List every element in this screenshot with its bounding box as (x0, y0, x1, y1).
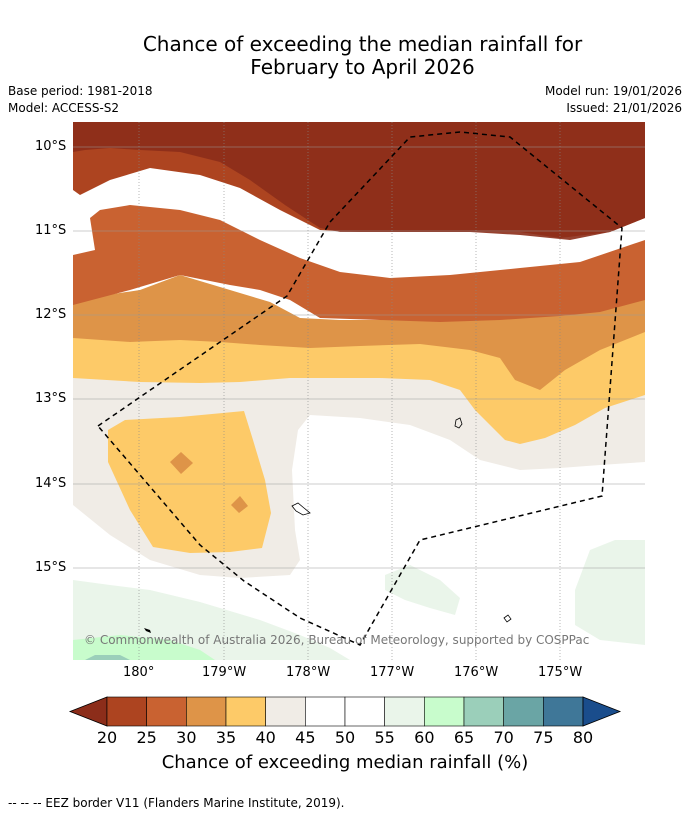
model-run: Model run: 19/01/2026 (544, 84, 682, 98)
eez-legend-note: -- -- -- EEZ border V11 (Flanders Marine… (8, 796, 345, 810)
island (503, 614, 512, 623)
colorbar-tick-label: 70 (493, 728, 514, 747)
colorbar-tick-label: 50 (334, 728, 356, 747)
island (454, 417, 463, 429)
colorbar-tick-label: 30 (176, 728, 197, 747)
lat-label: 12°S (35, 307, 67, 322)
colorbar-segment (305, 696, 346, 727)
region-35-40-blob (108, 411, 271, 553)
colorbar-tick-label: 75 (533, 728, 554, 747)
colorbar-tick-label: 20 (96, 728, 118, 747)
rainfall-map (73, 122, 645, 660)
region-60-65 (73, 635, 215, 660)
colorbar-segment (503, 696, 544, 727)
colorbar-segment (424, 696, 465, 727)
colorbar-segment (186, 696, 227, 727)
copyright-notice: © Commonwealth of Australia 2026, Bureau… (84, 633, 590, 647)
region-55-60-east (575, 540, 645, 645)
lat-label: 15°S (35, 560, 67, 575)
model-name: Model: ACCESS-S2 (8, 101, 120, 115)
lon-label: 175°W (538, 665, 583, 680)
region-65-70 (85, 655, 130, 660)
lat-label: 11°S (35, 223, 67, 238)
colorbar-title: Chance of exceeding median rainfall (%) (161, 752, 529, 773)
lat-label: 13°S (35, 391, 67, 406)
island (144, 628, 151, 633)
colorbar-segment (344, 696, 385, 727)
colorbar-segment (543, 696, 584, 727)
base-period: Base period: 1981-2018 (8, 84, 153, 98)
colorbar-segment (146, 696, 187, 727)
region-30-35-patch (231, 496, 248, 513)
chart-title-line-1: Chance of exceeding the median rainfall … (142, 32, 583, 56)
colorbar-segment (106, 696, 147, 727)
colorbar-tick-label: 25 (136, 728, 157, 747)
issued-date: Issued: 21/01/2026 (566, 101, 682, 115)
region-25-30 (73, 205, 645, 322)
island (291, 502, 311, 516)
colorbar-segment (463, 696, 504, 727)
colorbar-segment (225, 696, 266, 727)
region-55-60-mid (385, 565, 460, 615)
colorbar-tick-label: 60 (414, 728, 435, 747)
eez-border (96, 131, 623, 646)
lon-label: 177°W (370, 665, 415, 680)
colorbar-segment (384, 696, 425, 727)
colorbar-tick-label: 35 (215, 728, 237, 747)
colorbar-tick-label: 80 (572, 728, 594, 747)
colorbar (68, 696, 622, 727)
lon-label: 179°W (202, 665, 247, 680)
lat-label: 10°S (35, 139, 67, 154)
colorbar-extend-low (68, 696, 108, 727)
colorbar-tick-label: 65 (453, 728, 475, 747)
region-30-35-patch (170, 452, 193, 474)
chart-title-line-2: February to April 2026 (250, 55, 475, 79)
colorbar-tick-label: 45 (295, 728, 316, 747)
colorbar-segment (265, 696, 306, 727)
lon-label: 180° (123, 665, 155, 680)
lat-label: 14°S (35, 476, 67, 491)
region-below-20 (73, 122, 645, 240)
lon-label: 176°W (454, 665, 499, 680)
region-30-35 (73, 275, 645, 390)
colorbar-extend-high (582, 696, 622, 727)
lon-label: 178°W (286, 665, 331, 680)
parallel-lines (73, 146, 645, 569)
colorbar-tick-label: 55 (374, 728, 395, 747)
colorbar-tick-label: 40 (255, 728, 276, 747)
